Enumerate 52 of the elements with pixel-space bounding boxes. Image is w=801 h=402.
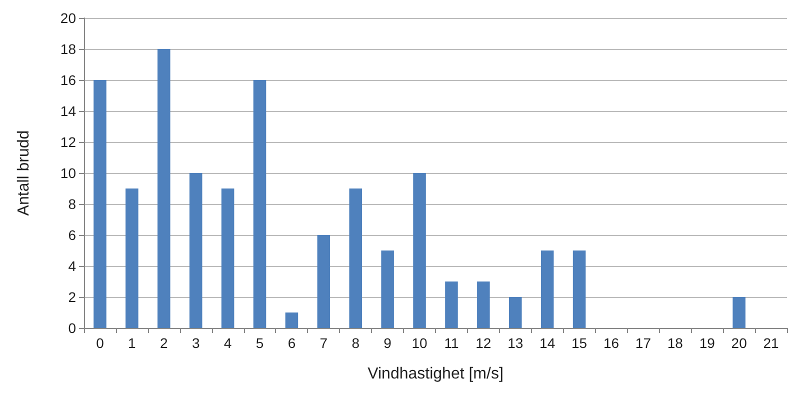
y-axis-title: Antall brudd — [16, 130, 32, 216]
y-tick-label: 16 — [60, 72, 76, 88]
x-tick-label: 1 — [128, 335, 136, 351]
x-tick-label: 8 — [352, 335, 360, 351]
y-tick-label: 12 — [60, 134, 76, 150]
bar — [477, 282, 490, 328]
bar — [317, 235, 330, 328]
bar — [445, 282, 458, 328]
x-tick-label: 12 — [476, 335, 492, 351]
x-tick-label: 3 — [192, 335, 200, 351]
x-tick-label: 19 — [699, 335, 716, 351]
y-tick-label: 14 — [60, 103, 76, 119]
x-tick-label: 16 — [603, 335, 620, 351]
x-tick-label: 2 — [160, 335, 168, 351]
x-axis-title: Vindhastighet [m/s] — [368, 366, 504, 382]
y-tick-label: 4 — [68, 258, 76, 274]
bar — [285, 312, 298, 328]
bar — [221, 188, 234, 328]
y-tick-label: 2 — [68, 289, 76, 305]
y-tick-label: 18 — [60, 41, 76, 57]
bar — [413, 173, 426, 328]
bar — [126, 188, 138, 328]
bar — [157, 49, 170, 328]
y-tick-label: 20 — [60, 10, 76, 26]
x-tick-label: 10 — [412, 335, 428, 351]
x-tick-label: 14 — [540, 335, 556, 351]
bar — [508, 297, 522, 328]
x-tick-label: 13 — [508, 335, 524, 351]
y-tick-label: 0 — [68, 320, 76, 336]
x-tick-label: 11 — [444, 335, 459, 351]
x-tick-label: 9 — [384, 335, 392, 351]
x-tick-label: 17 — [635, 335, 652, 351]
bar — [189, 173, 202, 328]
x-tick-label: 5 — [256, 335, 264, 351]
bar — [732, 297, 746, 328]
x-tick-label: 15 — [572, 335, 588, 351]
x-tick-label: 7 — [320, 335, 328, 351]
x-tick-label: 18 — [667, 335, 684, 351]
bar — [572, 250, 586, 328]
bar — [349, 188, 362, 328]
bar — [381, 250, 394, 328]
y-tick-label: 6 — [68, 227, 76, 243]
x-tick-label: 6 — [288, 335, 296, 351]
y-tick-label: 10 — [60, 165, 76, 181]
bar — [540, 250, 554, 328]
bar — [253, 80, 266, 328]
x-tick-label: 21 — [763, 335, 780, 351]
x-tick-label: 20 — [731, 335, 748, 351]
x-tick-label: 0 — [96, 335, 104, 351]
y-tick-label: 8 — [68, 196, 76, 212]
bar — [94, 80, 106, 328]
x-tick-label: 4 — [224, 335, 232, 351]
